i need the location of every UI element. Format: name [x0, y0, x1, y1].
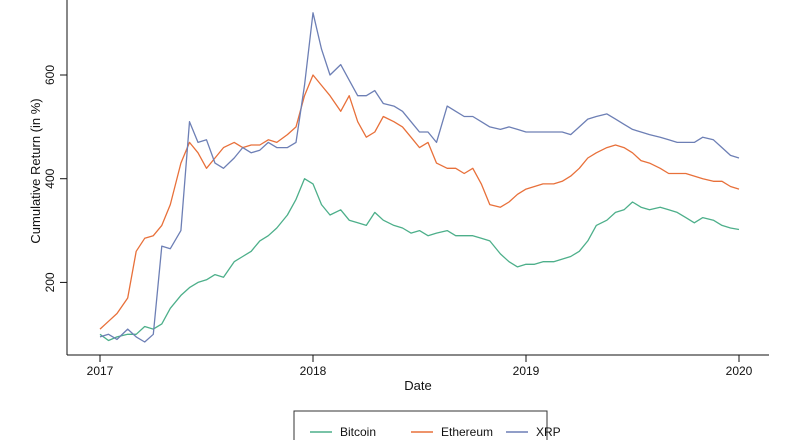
x-tick-label-2018: 2018: [300, 364, 327, 378]
legend-box: [293, 410, 548, 445]
y-tick-label-400: 400: [43, 168, 57, 188]
series-line-ethereum: [99, 74, 740, 330]
y-axis-label: Cumulative Return (in %): [28, 98, 43, 243]
plot-area: [99, 12, 740, 343]
legend: Bitcoin Ethereum XRP: [293, 410, 561, 445]
y-tick-label-200: 200: [43, 272, 57, 292]
legend-label-xrp: XRP: [536, 425, 561, 439]
x-tick-label-2017: 2017: [87, 364, 114, 378]
x-tick-label-2019: 2019: [513, 364, 540, 378]
y-tick-label-600: 600: [43, 65, 57, 85]
series-line-xrp: [99, 12, 740, 343]
axes: 2017 2018 2019 2020 200 400 600: [43, 0, 769, 378]
x-axis-label: Date: [404, 378, 431, 393]
legend-label-bitcoin: Bitcoin: [340, 425, 376, 439]
legend-label-ethereum: Ethereum: [441, 425, 493, 439]
series-line-bitcoin: [99, 178, 740, 342]
x-tick-label-2020: 2020: [726, 364, 753, 378]
